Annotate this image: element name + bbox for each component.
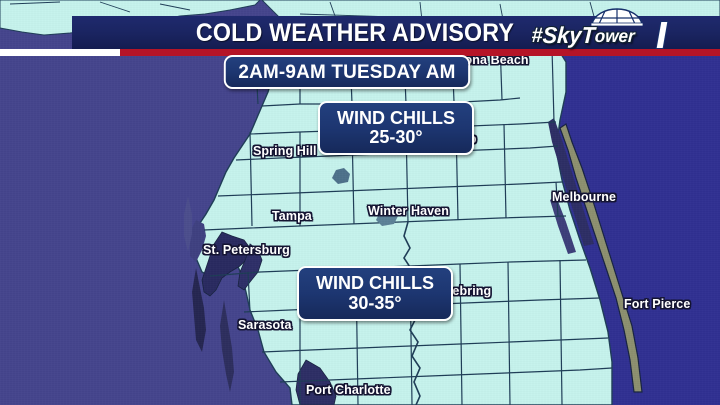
city-label-port-charlotte: Port Charlotte [306, 383, 391, 397]
wind-chill-south-value: 30-35° [348, 292, 402, 313]
hillsborough-bay [237, 243, 263, 291]
radar-dome-icon [591, 8, 643, 26]
tampa-bay [201, 231, 251, 297]
winter-haven-lake [376, 210, 398, 226]
indian-river-lagoon [548, 118, 594, 246]
skytower-sky: Sky [541, 22, 583, 48]
skytower-t: T [580, 22, 596, 48]
city-label-spring-hill: Spring Hill [253, 144, 317, 158]
city-label-fort-pierce: Fort Pierce [624, 297, 691, 311]
wind-chill-south-label: WIND CHILLS [316, 273, 434, 294]
time-window-callout: 2AM-9AM TUESDAY AM [223, 55, 471, 89]
wind-chill-north-label: WIND CHILLS [337, 107, 455, 128]
city-label-sarasota: Sarasota [238, 318, 292, 332]
wind-chill-north-value: 25-30° [369, 127, 423, 147]
header-accent-white [0, 49, 120, 56]
barrier-island [559, 123, 643, 393]
charlotte-harbor [295, 359, 337, 405]
page-title: COLD WEATHER ADVISORY [195, 18, 515, 47]
pinellas-keys [192, 268, 206, 352]
wind-chill-south-callout: WIND CHILLS 30-35° [297, 266, 453, 321]
sarasota-keys [220, 300, 234, 392]
city-label-winter-haven: Winter Haven [368, 204, 449, 218]
panhandle-county-lines [9, 1, 191, 13]
city-label-melbourne: Melbourne [552, 190, 617, 204]
header-accent-red [120, 49, 720, 56]
inland-lake [332, 168, 350, 184]
gulf-inlet [190, 220, 206, 262]
time-window-text: 2AM-9AM TUESDAY AM [238, 60, 456, 83]
west-barrier-key [184, 196, 192, 252]
city-label-st-petersburg: St. Petersburg [203, 243, 290, 257]
skytower-ower: ower [594, 25, 636, 46]
lagoon-south [550, 196, 576, 254]
wind-chill-north-callout: WIND CHILLS 25-30° [318, 101, 474, 155]
city-label-sebring: Sebring [444, 284, 492, 298]
city-label-tampa: Tampa [272, 209, 312, 223]
